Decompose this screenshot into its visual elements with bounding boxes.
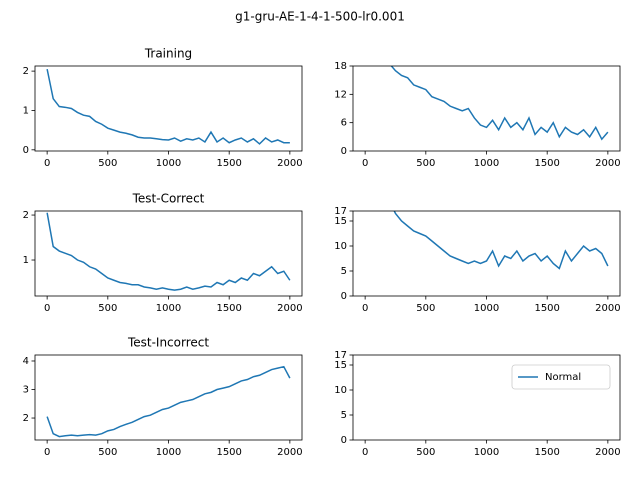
x-tick-label: 500 (416, 158, 435, 169)
y-tick-label: 6 (341, 118, 347, 129)
x-tick-label: 0 (362, 447, 368, 458)
y-tick-label: 10 (334, 241, 347, 252)
x-tick-label: 0 (44, 303, 50, 314)
y-tick-label: 15 (334, 360, 347, 371)
x-tick-label: 2000 (277, 447, 302, 458)
y-tick-label: 17 (334, 206, 347, 217)
y-tick-label: 3 (23, 385, 29, 396)
x-tick-label: 1500 (216, 158, 241, 169)
y-tick-label: 5 (341, 266, 347, 277)
x-tick-label: 1500 (216, 303, 241, 314)
x-tick-label: 500 (98, 303, 117, 314)
y-tick-label: 10 (334, 385, 347, 396)
x-tick-label: 0 (44, 447, 50, 458)
legend-label: Normal (545, 372, 581, 383)
axes-frame (352, 210, 621, 297)
subplot-title: Test-Correct (132, 192, 205, 206)
x-tick-label: 1500 (534, 303, 559, 314)
x-tick-label: 1000 (474, 447, 499, 458)
axes-frame (34, 65, 303, 152)
y-tick-label: 0 (23, 145, 29, 156)
x-tick-label: 2000 (277, 158, 302, 169)
subplot-title: Training (144, 47, 192, 61)
y-tick-label: 18 (334, 61, 347, 72)
y-tick-label: 0 (341, 435, 347, 446)
data-line (46, 212, 291, 291)
x-tick-label: 2000 (277, 303, 302, 314)
axes-frame (34, 210, 303, 297)
subplot-title: Test-Incorrect (127, 336, 209, 350)
x-tick-label: 500 (98, 158, 117, 169)
subplot: Test-Incorrect 0 500 1000 1500 2000 2 3 4 (23, 336, 303, 459)
subplot: 0 500 1000 1500 2000 0 6 12 18 (334, 61, 621, 169)
y-tick-label: 15 (334, 216, 347, 227)
y-tick-label: 2 (23, 66, 29, 77)
x-tick-label: 1000 (156, 303, 181, 314)
x-tick-label: 1000 (474, 303, 499, 314)
x-tick-label: 500 (416, 447, 435, 458)
x-tick-label: 1000 (156, 447, 181, 458)
y-tick-label: 2 (23, 210, 29, 221)
axes-frame (352, 65, 621, 152)
subplot: Test-Correct 0 500 1000 1500 2000 1 2 (23, 192, 303, 315)
y-tick-label: 4 (23, 356, 29, 367)
y-tick-label: 0 (341, 291, 347, 302)
x-tick-label: 0 (362, 158, 368, 169)
x-tick-label: 1500 (534, 158, 559, 169)
x-tick-label: 500 (98, 447, 117, 458)
subplot: Training 0 500 1000 1500 2000 0 1 2 (23, 47, 303, 170)
x-tick-label: 1500 (534, 447, 559, 458)
x-tick-label: 0 (44, 158, 50, 169)
x-tick-label: 500 (416, 303, 435, 314)
data-line (46, 365, 291, 438)
x-tick-label: 1000 (156, 158, 181, 169)
axes-frame (352, 354, 621, 441)
y-tick-label: 0 (341, 146, 347, 157)
y-tick-label: 12 (334, 89, 347, 100)
legend: Normal (511, 364, 611, 390)
x-tick-label: 2000 (595, 447, 620, 458)
y-tick-label: 1 (23, 105, 29, 116)
data-line (46, 68, 290, 145)
y-tick-label: 2 (23, 413, 29, 424)
figure-title: g1-gru-AE-1-4-1-500-lr0.001 (235, 10, 405, 24)
x-tick-label: 1500 (216, 447, 241, 458)
x-tick-label: 1000 (474, 158, 499, 169)
axes-frame (34, 354, 303, 441)
y-tick-label: 5 (341, 410, 347, 421)
x-tick-label: 2000 (595, 303, 620, 314)
x-tick-label: 2000 (595, 158, 620, 169)
x-tick-label: 0 (362, 303, 368, 314)
y-tick-label: 17 (334, 350, 347, 361)
y-tick-label: 1 (23, 255, 29, 266)
data-line (390, 66, 609, 141)
data-line (393, 211, 609, 270)
legend-box (511, 364, 611, 390)
